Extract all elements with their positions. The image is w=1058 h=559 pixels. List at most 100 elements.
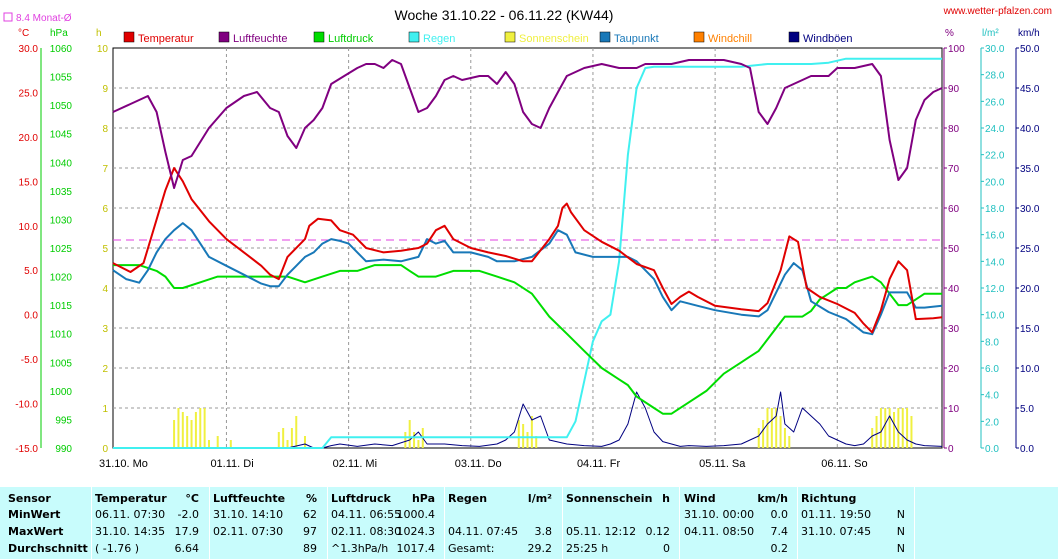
table-divider [914, 487, 915, 559]
x-tick-label: 03.11. Do [455, 458, 502, 470]
sunshine-bar [901, 408, 904, 448]
table-divider [91, 487, 92, 559]
series-line-temperatur [112, 167, 943, 334]
legend-swatch [504, 31, 516, 43]
unit-temp: °C [18, 28, 29, 39]
y-tick-label-hours: 0 [102, 444, 108, 455]
cell-temp-time: 31.10. 14:35 [95, 525, 166, 538]
y-tick-label-pressure: 1030 [50, 215, 73, 226]
y-tick-label-rain: 12.0 [985, 284, 1005, 295]
y-tick-label-wind: 25.0 [1020, 244, 1040, 255]
sunshine-bar [303, 436, 306, 448]
site-link[interactable]: www.wetter-pfalzen.com [943, 6, 1052, 17]
y-tick-label-percent: 10 [948, 404, 960, 415]
y-tick-label-rain: 14.0 [985, 257, 1005, 268]
sunshine-bar [526, 432, 529, 448]
legend-item: Taupunkt [614, 33, 659, 45]
y-tick-label-rain: 26.0 [985, 97, 1005, 108]
cell-temp-value: 17.9 [174, 525, 200, 538]
unit-pressure: hPa [50, 28, 68, 39]
chart-axes: 30.025.020.015.010.05.00.0-5.0-10.0-15.0… [15, 44, 1040, 455]
chart-title: Woche 31.10.22 - 06.11.22 (KW44) [395, 7, 614, 23]
header-wind-unit: km/h [757, 492, 788, 505]
header-press-unit: hPa [411, 492, 435, 505]
y-tick-label-pressure: 990 [55, 444, 72, 455]
y-tick-label-percent: 100 [948, 44, 965, 55]
y-tick-label-hours: 8 [102, 124, 108, 135]
y-tick-label-pressure: 1060 [50, 44, 73, 55]
y-tick-label-percent: 80 [948, 124, 960, 135]
y-tick-label-wind: 5.0 [1020, 404, 1034, 415]
y-tick-label-rain: 30.0 [985, 44, 1005, 55]
y-tick-label-wind: 30.0 [1020, 204, 1040, 215]
y-tick-label-percent: 30 [948, 324, 960, 335]
legend-item: Temperatur [138, 33, 194, 45]
sunshine-bar [203, 408, 206, 448]
series-line-taupunkt [112, 222, 943, 336]
row-label: Durchschnitt [8, 542, 88, 555]
x-axis-labels: 31.10. Mo 01.11. Di 02.11. Mi 03.11. Do 04.1… [99, 458, 868, 470]
row-label: MaxWert [8, 525, 64, 538]
y-tick-label-pressure: 1035 [50, 187, 73, 198]
y-tick-label-temp: 30.0 [19, 44, 39, 55]
y-tick-label-hours: 10 [97, 44, 109, 55]
y-tick-label-hours: 2 [102, 364, 108, 375]
y-tick-label-hours: 7 [102, 164, 108, 175]
series-line-regen [113, 57, 942, 449]
header-temperatur: Temperatur [95, 492, 167, 505]
sunshine-bar [177, 408, 180, 448]
cell-press-value: 1024.3 [396, 525, 436, 538]
cell-wind-time: 31.10. 00:00 [684, 508, 755, 521]
y-tick-label-rain: 0.0 [985, 444, 999, 455]
sunshine-bar [408, 420, 411, 448]
table-divider [562, 487, 563, 559]
sunshine-bar [173, 420, 176, 448]
header-sun-unit: h [662, 492, 670, 505]
y-tick-label-temp: -5.0 [21, 355, 39, 366]
monthly-avg-label: 8.4 Monat-Ø [16, 13, 72, 24]
cell-hum-value: 62 [303, 508, 317, 521]
cell-dir-value: N [896, 525, 905, 538]
sunshine-bar [282, 428, 285, 448]
sunshine-bar [884, 408, 887, 448]
y-tick-label-wind: 40.0 [1020, 124, 1040, 135]
y-tick-label-pressure: 1055 [50, 73, 73, 84]
sunshine-bar [181, 412, 184, 448]
y-tick-label-percent: 90 [948, 84, 960, 95]
y-tick-label-hours: 1 [102, 404, 108, 415]
y-tick-label-percent: 50 [948, 244, 960, 255]
cell-hum-value: 89 [303, 542, 317, 555]
y-tick-label-percent: 40 [948, 284, 960, 295]
y-tick-label-percent: 20 [948, 364, 960, 375]
y-tick-label-percent: 70 [948, 164, 960, 175]
legend-swatch [599, 31, 611, 43]
legend-swatch [408, 31, 420, 43]
y-tick-label-temp: 15.0 [19, 177, 39, 188]
sunshine-bar [770, 408, 773, 448]
cell-sun-value: 0 [663, 542, 670, 555]
y-tick-label-rain: 16.0 [985, 231, 1005, 242]
y-tick-label-rain: 4.0 [985, 391, 999, 402]
monthly-avg-icon [3, 12, 13, 22]
sunshine-bar [530, 416, 533, 448]
sunshine-bar [757, 428, 760, 448]
header-wind: Wind [684, 492, 716, 505]
y-tick-label-pressure: 1025 [50, 244, 73, 255]
y-tick-label-pressure: 1040 [50, 158, 73, 169]
x-tick-label: 05.11. Sa [699, 458, 746, 470]
cell-dir-time: 01.11. 19:50 [801, 508, 872, 521]
header-rain-unit: l/m² [527, 492, 552, 505]
sunshine-bar [216, 436, 219, 448]
cell-temp-value: 6.64 [174, 542, 200, 555]
cell-wind-value: 0.2 [770, 542, 789, 555]
header-luftfeuchte: Luftfeuchte [213, 492, 286, 505]
y-tick-label-pressure: 1005 [50, 358, 73, 369]
sunshine-bar [199, 408, 202, 448]
y-tick-label-hours: 3 [102, 324, 108, 335]
y-tick-label-pressure: 1050 [50, 101, 73, 112]
y-tick-label-rain: 10.0 [985, 311, 1005, 322]
table-divider [444, 487, 445, 559]
y-tick-label-hours: 6 [102, 204, 108, 215]
cell-press-time: 04.11. 06:55 [331, 508, 402, 521]
cell-press-time: 02.11. 08:30 [331, 525, 402, 538]
